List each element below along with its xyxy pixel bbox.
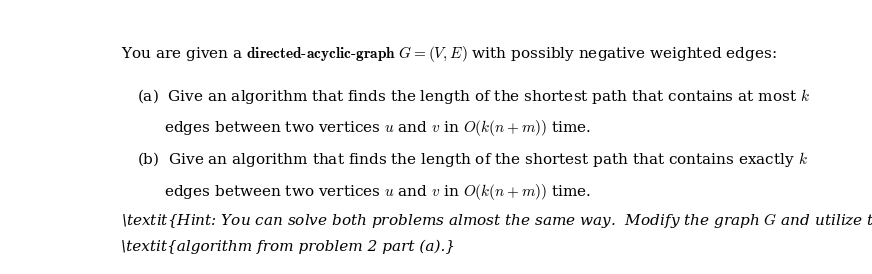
Text: edges between two vertices $u$ and $v$ in $O(k(n+m))$ time.: edges between two vertices $u$ and $v$ i…: [165, 182, 591, 202]
Text: You are given a $\mathbf{directed\text{-}acyclic\text{-}graph}$ $G = (V, E)$ wit: You are given a $\mathbf{directed\text{-…: [121, 44, 777, 64]
Text: edges between two vertices $u$ and $v$ in $O(k(n+m))$ time.: edges between two vertices $u$ and $v$ i…: [165, 118, 591, 138]
Text: (b)  Give an algorithm that finds the length of the shortest path that contains : (b) Give an algorithm that finds the len…: [138, 150, 808, 169]
Text: \textit{Hint: You can solve both problems almost the same way.  Modify the graph: \textit{Hint: You can solve both problem…: [121, 211, 872, 230]
Text: \textit{algorithm from problem 2 part (a).}: \textit{algorithm from problem 2 part (a…: [121, 239, 455, 254]
Text: (a)  Give an algorithm that finds the length of the shortest path that contains : (a) Give an algorithm that finds the len…: [138, 87, 810, 106]
